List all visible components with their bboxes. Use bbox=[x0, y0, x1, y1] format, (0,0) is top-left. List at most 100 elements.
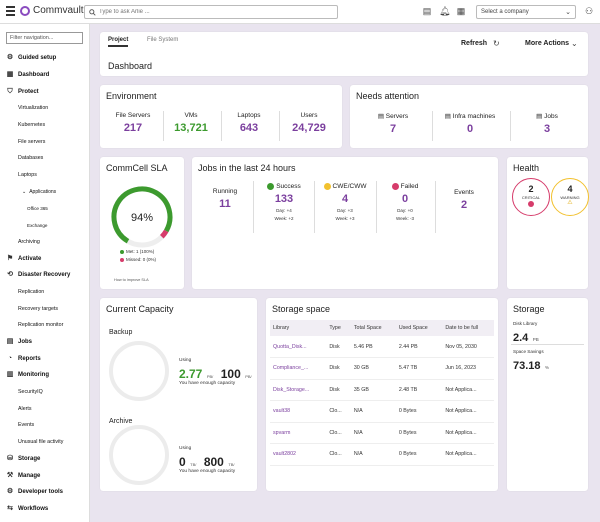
library-link[interactable]: Disk_Storage... bbox=[270, 379, 327, 401]
tab-project[interactable]: Project bbox=[108, 37, 129, 47]
chevron-down-icon[interactable]: ⌄ bbox=[571, 39, 578, 48]
stat-laptops[interactable]: Laptops 643 bbox=[224, 112, 274, 134]
sidebar-item-events[interactable]: Events bbox=[0, 417, 89, 434]
sidebar-item-databases[interactable]: Databases bbox=[0, 150, 89, 167]
table-cell: Not Applica... bbox=[442, 400, 494, 423]
company-select[interactable]: Select a company ⌄ bbox=[476, 5, 576, 19]
stat-value: 2 bbox=[460, 199, 468, 211]
sidebar-item-archiving[interactable]: Archiving bbox=[0, 234, 89, 251]
column-header[interactable]: Type bbox=[326, 320, 351, 336]
table-cell: 30 GB bbox=[350, 357, 396, 380]
refresh-icon[interactable]: ↻ bbox=[493, 39, 500, 48]
developer-icon: ⚙ bbox=[6, 488, 14, 496]
column-header[interactable]: Used Space bbox=[395, 320, 443, 336]
sidebar-item-replication-monitor[interactable]: Replication monitor bbox=[0, 317, 89, 334]
sidebar-item-dashboard[interactable]: ▦ Dashboard bbox=[0, 67, 89, 84]
sidebar-item-recovery-targets[interactable]: Recovery targets bbox=[0, 300, 89, 317]
column-header[interactable]: Library bbox=[270, 320, 327, 336]
sidebar-item-label: Workflows bbox=[18, 505, 49, 512]
sidebar-item-label: Reports bbox=[18, 355, 41, 362]
library-link[interactable]: vault2802 bbox=[270, 443, 327, 466]
attention-infra-machines[interactable]: ▤ Infra machines 0 bbox=[434, 112, 506, 135]
stat-users[interactable]: Users 24,729 bbox=[282, 112, 336, 134]
table-row[interactable]: spvarm Clo... N/A 0 Bytes Not Applica... bbox=[270, 422, 494, 444]
tab-file-system[interactable]: File System bbox=[147, 37, 179, 43]
sidebar-item-unusual-file-activity[interactable]: Unusual file activity bbox=[0, 434, 89, 451]
sidebar-item-applications[interactable]: ⌄ Applications bbox=[0, 184, 89, 201]
user-icon[interactable]: ⚇ bbox=[584, 6, 594, 16]
sidebar-item-securityiq[interactable]: SecurityIQ bbox=[0, 384, 89, 401]
jobs-running[interactable]: Running 11 bbox=[204, 188, 246, 210]
report-icon[interactable]: ▤ bbox=[422, 6, 432, 16]
table-row[interactable]: vault38 Clo... N/A 0 Bytes Not Applica... bbox=[270, 400, 494, 423]
library-link[interactable]: Quotta_Disk... bbox=[270, 336, 327, 358]
sidebar-item-disaster-recovery[interactable]: ⟲ Disaster Recovery bbox=[0, 267, 89, 284]
more-actions-button[interactable]: More Actions bbox=[525, 40, 570, 47]
jobs-failed[interactable]: Failed 0 Day: +0 Week: -3 bbox=[380, 183, 430, 221]
sidebar-item-office-365[interactable]: Office 365 bbox=[0, 200, 89, 217]
space-savings-value[interactable]: 73.18 % bbox=[513, 356, 549, 374]
sidebar-item-virtualization[interactable]: Virtualization bbox=[0, 100, 89, 117]
column-header[interactable]: Total Space bbox=[350, 320, 396, 336]
space-savings-label: Space Savings bbox=[513, 349, 544, 354]
sidebar-item-manage[interactable]: ⚒ Manage bbox=[0, 467, 89, 484]
search-box[interactable] bbox=[84, 5, 338, 19]
stat-vms[interactable]: VMs 13,721 bbox=[166, 112, 216, 134]
stat-label: Failed bbox=[400, 183, 419, 191]
table-cell: Not Applica... bbox=[442, 379, 494, 401]
critical-icon bbox=[528, 201, 534, 207]
server-icon: ▤ bbox=[444, 113, 453, 120]
library-link[interactable]: Compliance_... bbox=[270, 357, 327, 380]
attention-jobs[interactable]: ▤ Jobs 3 bbox=[512, 112, 582, 135]
sidebar-item-monitoring[interactable]: ▥ Monitoring bbox=[0, 367, 89, 384]
sidebar-item-protect[interactable]: ⛉ Protect bbox=[0, 83, 89, 100]
table-cell: Clo... bbox=[326, 443, 351, 466]
sidebar-item-workflows[interactable]: ⇆ Workflows bbox=[0, 501, 89, 518]
backup-using-label: Using bbox=[179, 358, 192, 363]
sidebar-item-storage[interactable]: ⛁ Storage bbox=[0, 451, 89, 468]
search-input[interactable] bbox=[99, 9, 319, 15]
disk-library-value[interactable]: 2.4 PB bbox=[513, 328, 539, 346]
attention-servers[interactable]: ▤ Servers 7 bbox=[358, 112, 428, 135]
backup-gauge[interactable] bbox=[106, 338, 172, 404]
sidebar-item-guided-setup[interactable]: ⚙ Guided setup bbox=[0, 50, 89, 67]
table-row[interactable]: vault2802 Clo... N/A 0 Bytes Not Applica... bbox=[270, 443, 494, 466]
table-row[interactable]: Compliance_... Disk 30 GB 5.47 TB Jun 16, 20… bbox=[270, 357, 494, 380]
sidebar-item-label: Recovery targets bbox=[18, 305, 59, 312]
library-link[interactable]: spvarm bbox=[270, 422, 327, 444]
sidebar-item-laptops[interactable]: Laptops bbox=[0, 167, 89, 184]
sidebar-item-alerts[interactable]: Alerts bbox=[0, 400, 89, 417]
bell-icon[interactable]: 🔔︎ bbox=[439, 6, 451, 16]
hamburger-icon[interactable] bbox=[6, 6, 15, 16]
sidebar-item-jobs[interactable]: ▤ Jobs bbox=[0, 334, 89, 351]
stat-file-servers[interactable]: File Servers 217 bbox=[108, 112, 158, 134]
table-cell: 2.44 PB bbox=[395, 336, 443, 358]
library-link[interactable]: vault38 bbox=[270, 400, 327, 423]
table-row[interactable]: Disk_Storage... Disk 35 GB 2.48 TB Not Appli… bbox=[270, 379, 494, 401]
divider bbox=[163, 111, 164, 141]
sidebar-item-exchange[interactable]: Exchange bbox=[0, 217, 89, 234]
improve-sla-link[interactable]: How to improve SLA bbox=[114, 278, 149, 282]
sidebar-item-file-servers[interactable]: File servers bbox=[0, 133, 89, 150]
health-warning[interactable]: 4 WARNING ⚠ bbox=[551, 178, 589, 216]
sidebar-item-developer-tools[interactable]: ⚙ Developer tools bbox=[0, 484, 89, 501]
sidebar-item-activate[interactable]: ⚑ Activate bbox=[0, 250, 89, 267]
archive-gauge[interactable] bbox=[106, 422, 172, 488]
sidebar-item-reports[interactable]: ◔ Reports bbox=[0, 350, 89, 367]
sla-gauge[interactable]: 94% bbox=[108, 183, 176, 251]
savings-value: 73.18 bbox=[513, 360, 541, 372]
jobs-events[interactable]: Events 2 bbox=[442, 189, 486, 211]
filter-navigation-input[interactable]: Filter navigation... bbox=[6, 32, 83, 44]
jobs-success[interactable]: Success 133 Day: +4 Week: +2 bbox=[258, 183, 310, 221]
grid-icon[interactable]: ▦ bbox=[456, 6, 466, 16]
table-cell: 35 GB bbox=[350, 379, 396, 401]
sidebar-item-kubernetes[interactable]: Kubernetes bbox=[0, 117, 89, 134]
table-row[interactable]: Quotta_Disk... Disk 5.46 PB 2.44 PB Nov 05, … bbox=[270, 336, 494, 358]
health-critical[interactable]: 2 CRITICAL bbox=[512, 178, 550, 216]
day-delta: Day: +0 bbox=[397, 208, 413, 214]
refresh-button[interactable]: Refresh bbox=[461, 40, 488, 47]
column-header[interactable]: Date to be full bbox=[442, 320, 494, 336]
brand-logo[interactable]: Commvault bbox=[20, 5, 84, 16]
jobs-cwe[interactable]: CWE/CWW 4 Day: +3 Week: +3 bbox=[318, 183, 372, 221]
sidebar-item-replication[interactable]: Replication bbox=[0, 284, 89, 301]
